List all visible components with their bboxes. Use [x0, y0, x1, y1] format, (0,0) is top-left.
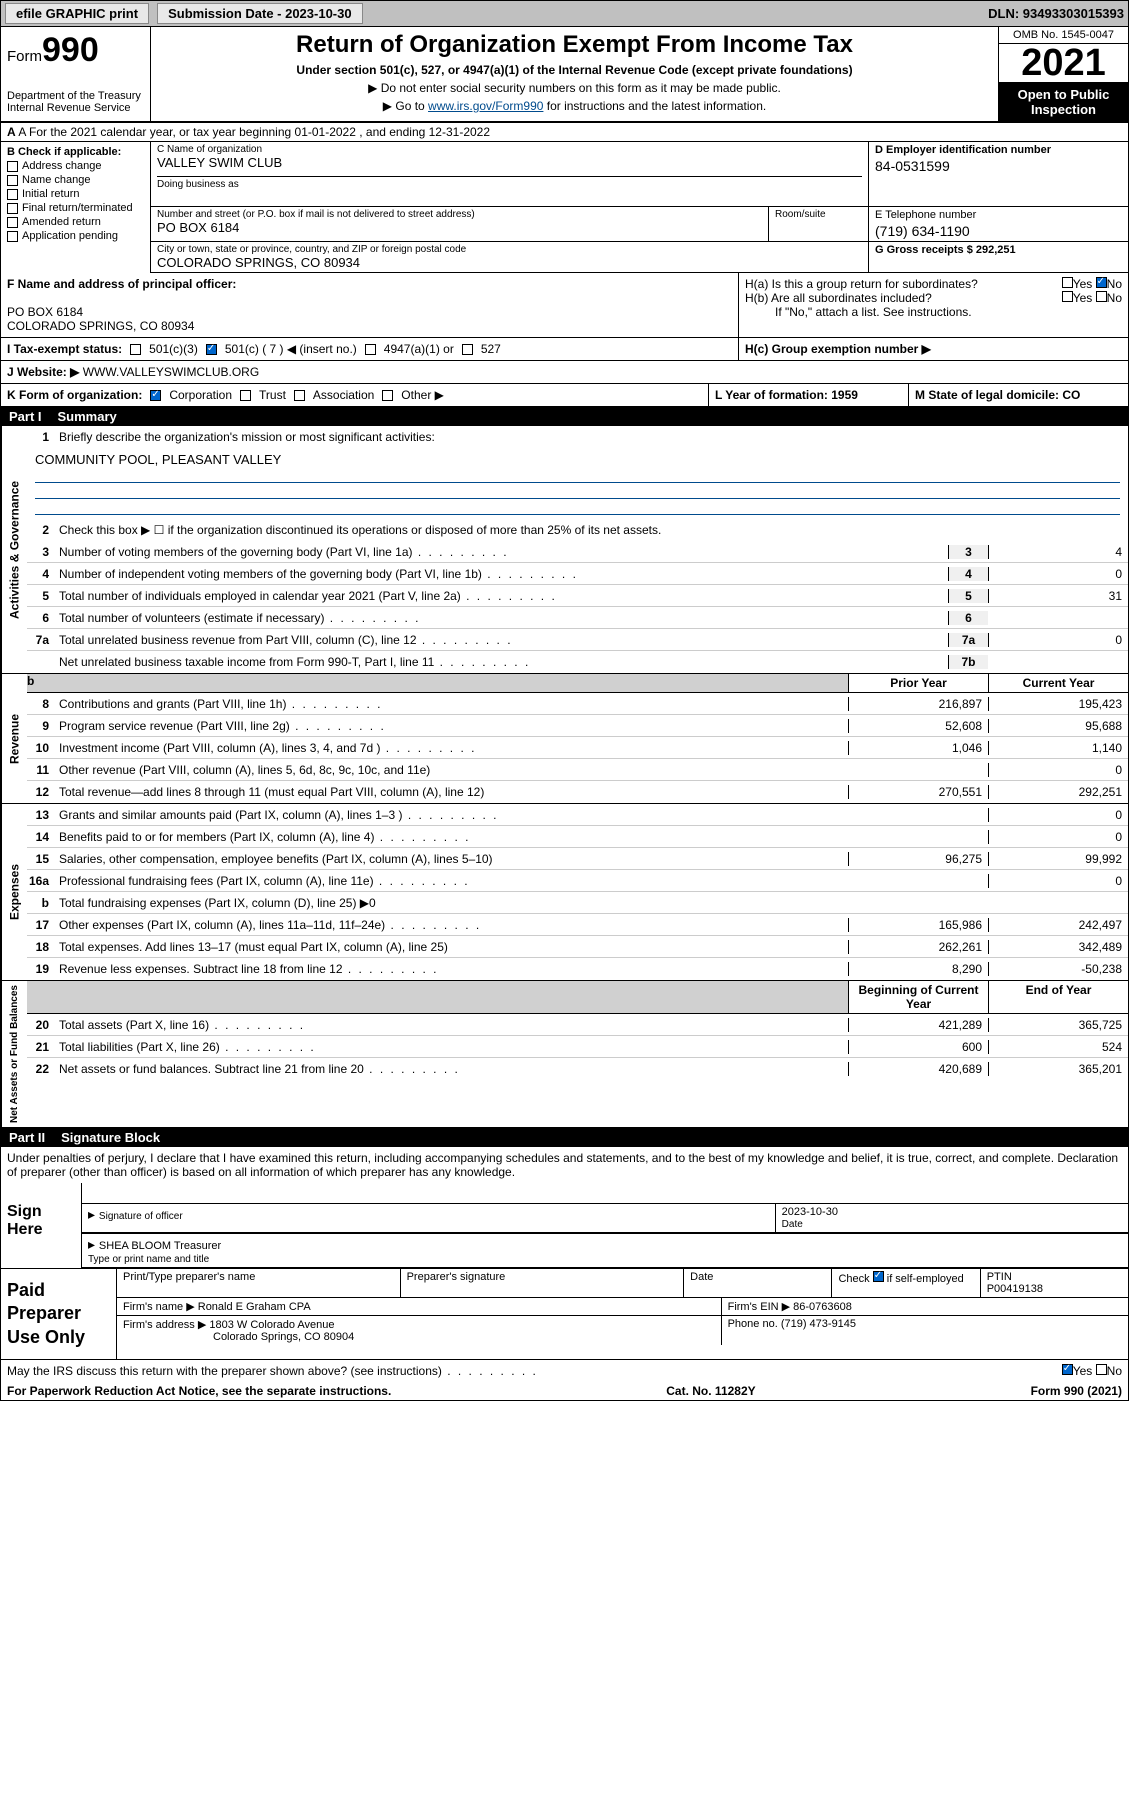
org-name: VALLEY SWIM CLUB [157, 155, 862, 170]
line21-prior: 600 [848, 1040, 988, 1054]
line9-prior: 52,608 [848, 719, 988, 733]
part1-header: Part I Summary [0, 407, 1129, 426]
line8-prior: 216,897 [848, 697, 988, 711]
ein-value: 84-0531599 [875, 158, 1122, 174]
line17-current: 242,497 [988, 918, 1128, 932]
checkbox-hb-no[interactable] [1096, 291, 1107, 302]
line16a-current: 0 [988, 874, 1128, 888]
tax-year: 2021 [999, 44, 1128, 83]
vtab-netassets: Net Assets or Fund Balances [1, 981, 27, 1127]
firm-ein: 86-0763608 [793, 1301, 852, 1313]
checkbox-hb-yes[interactable] [1062, 291, 1073, 302]
line9-current: 95,688 [988, 719, 1128, 733]
officer-addr1: PO BOX 6184 [7, 305, 83, 319]
checkbox-ha-no[interactable] [1096, 277, 1107, 288]
vtab-governance: Activities & Governance [1, 426, 27, 673]
firm-phone: (719) 473-9145 [781, 1318, 856, 1330]
year-formation: L Year of formation: 1959 [708, 384, 908, 406]
line5-value: 31 [988, 589, 1128, 603]
checkbox-final-return[interactable] [7, 203, 18, 214]
line15-prior: 96,275 [848, 852, 988, 866]
gross-receipts: G Gross receipts $ 292,251 [875, 244, 1016, 256]
row-a-tax-year: A A For the 2021 calendar year, or tax y… [0, 123, 1129, 142]
part2-header: Part II Signature Block [0, 1128, 1129, 1147]
officer-name: SHEA BLOOM Treasurer [99, 1240, 221, 1252]
line19-prior: 8,290 [848, 962, 988, 976]
cat-number: Cat. No. 11282Y [666, 1384, 755, 1398]
form-number: Form990 [7, 31, 144, 70]
form-header: Form990 Department of the Treasury Inter… [0, 27, 1129, 123]
checkbox-ha-yes[interactable] [1062, 277, 1073, 288]
checkbox-501c3[interactable] [130, 344, 141, 355]
sign-date: 2023-10-30 [782, 1206, 1122, 1218]
checkbox-self-employed[interactable] [873, 1271, 884, 1282]
vtab-revenue: Revenue [1, 674, 27, 803]
checkbox-501c[interactable] [206, 344, 217, 355]
line19-current: -50,238 [988, 962, 1128, 976]
dept-label: Department of the Treasury Internal Reve… [7, 90, 144, 114]
mission-text: COMMUNITY POOL, PLEASANT VALLEY [35, 452, 1120, 467]
checkbox-527[interactable] [462, 344, 473, 355]
note-link: ▶ Go to www.irs.gov/Form990 for instruct… [159, 99, 990, 113]
line11-current: 0 [988, 763, 1128, 777]
line10-prior: 1,046 [848, 741, 988, 755]
line12-current: 292,251 [988, 785, 1128, 799]
firm-addr2: Colorado Springs, CO 80904 [123, 1331, 354, 1343]
checkbox-initial-return[interactable] [7, 189, 18, 200]
line8-current: 195,423 [988, 697, 1128, 711]
line21-current: 524 [988, 1040, 1128, 1054]
dln-label: DLN: 93493303015393 [988, 6, 1124, 21]
checkbox-name-change[interactable] [7, 175, 18, 186]
form-title: Return of Organization Exempt From Incom… [159, 31, 990, 59]
line22-prior: 420,689 [848, 1062, 988, 1076]
line13-current: 0 [988, 808, 1128, 822]
efile-button[interactable]: efile GRAPHIC print [5, 3, 149, 24]
city-address: COLORADO SPRINGS, CO 80934 [157, 255, 862, 270]
checkbox-amended[interactable] [7, 217, 18, 228]
street-address: PO BOX 6184 [157, 220, 762, 235]
checkbox-corp[interactable] [150, 390, 161, 401]
paid-preparer-tab: Paid Preparer Use Only [1, 1269, 116, 1359]
website-url: WWW.VALLEYSWIMCLUB.ORG [83, 365, 259, 379]
line20-current: 365,725 [988, 1018, 1128, 1032]
form-footer: Form 990 (2021) [1031, 1384, 1122, 1398]
checkbox-irs-no[interactable] [1096, 1364, 1107, 1375]
irs-link[interactable]: www.irs.gov/Form990 [428, 99, 543, 113]
paperwork-notice: For Paperwork Reduction Act Notice, see … [7, 1384, 391, 1398]
checkbox-4947[interactable] [365, 344, 376, 355]
checkbox-trust[interactable] [240, 390, 251, 401]
firm-addr1: 1803 W Colorado Avenue [209, 1319, 334, 1331]
firm-name: Ronald E Graham CPA [198, 1301, 311, 1313]
state-domicile: M State of legal domicile: CO [908, 384, 1128, 406]
entity-block: B Check if applicable: Address change Na… [0, 142, 1129, 273]
line22-current: 365,201 [988, 1062, 1128, 1076]
open-public-badge: Open to Public Inspection [999, 83, 1128, 121]
checkbox-other[interactable] [382, 390, 393, 401]
vtab-expenses: Expenses [1, 804, 27, 980]
line18-prior: 262,261 [848, 940, 988, 954]
submission-date-button[interactable]: Submission Date - 2023-10-30 [157, 3, 363, 24]
checkbox-assoc[interactable] [294, 390, 305, 401]
checkbox-address-change[interactable] [7, 161, 18, 172]
line14-current: 0 [988, 830, 1128, 844]
ptin-value: P00419138 [987, 1283, 1043, 1295]
line17-prior: 165,986 [848, 918, 988, 932]
note-ssn: ▶ Do not enter social security numbers o… [159, 81, 990, 95]
line4-value: 0 [988, 567, 1128, 581]
checkbox-app-pending[interactable] [7, 231, 18, 242]
line12-prior: 270,551 [848, 785, 988, 799]
line7a-value: 0 [988, 633, 1128, 647]
line10-current: 1,140 [988, 741, 1128, 755]
line15-current: 99,992 [988, 852, 1128, 866]
officer-addr2: COLORADO SPRINGS, CO 80934 [7, 319, 194, 333]
line20-prior: 421,289 [848, 1018, 988, 1032]
sign-here-tab: Sign Here [1, 1183, 81, 1268]
penalty-statement: Under penalties of perjury, I declare th… [0, 1147, 1129, 1183]
line3-value: 4 [988, 545, 1128, 559]
topbar: efile GRAPHIC print Submission Date - 20… [0, 0, 1129, 27]
form-subtitle: Under section 501(c), 527, or 4947(a)(1)… [159, 63, 990, 77]
phone-value: (719) 634-1190 [875, 223, 1122, 239]
checkbox-irs-yes[interactable] [1062, 1364, 1073, 1375]
line18-current: 342,489 [988, 940, 1128, 954]
